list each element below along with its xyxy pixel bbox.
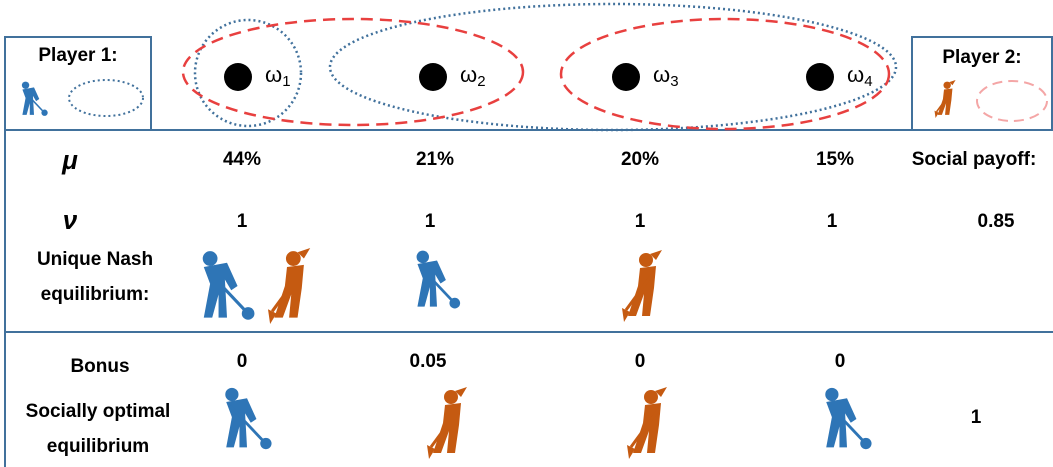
player-icon xyxy=(21,80,49,117)
prior: 21% xyxy=(416,149,454,170)
action-icon xyxy=(620,248,664,324)
state-index: 1 xyxy=(282,73,290,90)
state-dot xyxy=(224,63,252,91)
p2-partition xyxy=(181,17,525,127)
prior: 44% xyxy=(223,149,261,170)
value: 1 xyxy=(425,211,436,232)
player-label: Player 2: xyxy=(942,47,1021,68)
row-label: Socially optimal xyxy=(26,401,171,422)
prior: 15% xyxy=(816,149,854,170)
action-icon xyxy=(625,385,669,461)
bonus: 0 xyxy=(237,351,248,372)
state-index: 2 xyxy=(477,73,485,90)
row-label: equilibrium xyxy=(47,436,149,457)
bonus: 0 xyxy=(835,351,846,372)
row-label: Unique Nash xyxy=(37,249,153,270)
legend-partition xyxy=(68,79,144,117)
state-label: ω3 xyxy=(653,62,679,90)
row-label: μ xyxy=(61,145,78,175)
state-index: 4 xyxy=(864,73,872,90)
state-dot xyxy=(612,63,640,91)
bonus: 0 xyxy=(635,351,646,372)
state-label: ω4 xyxy=(847,62,873,90)
value: 1 xyxy=(827,211,838,232)
value: 1 xyxy=(635,211,646,232)
state-label: ω1 xyxy=(265,62,291,90)
p1-partition xyxy=(328,2,898,132)
state-label: ω2 xyxy=(460,62,486,90)
action-icon xyxy=(414,249,462,311)
state-dot xyxy=(419,63,447,91)
prior: 20% xyxy=(621,149,659,170)
player-label: Player 1: xyxy=(38,45,117,66)
state-dot xyxy=(806,63,834,91)
state-symbol: ω xyxy=(847,62,864,87)
state-symbol: ω xyxy=(265,62,282,87)
action-icon xyxy=(266,248,312,324)
state-symbol: ω xyxy=(653,62,670,87)
state-index: 3 xyxy=(670,73,678,90)
action-icon xyxy=(223,386,274,451)
legend-partition xyxy=(976,80,1048,122)
column-label: Social payoff: xyxy=(912,149,1037,170)
p2-partition xyxy=(559,17,891,131)
social-payoff: 1 xyxy=(971,407,982,428)
state-symbol: ω xyxy=(460,62,477,87)
row-label: equilibrium: xyxy=(41,284,150,305)
row-label: ν xyxy=(63,205,78,235)
action-icon xyxy=(201,249,257,322)
action-icon xyxy=(823,386,874,451)
bonus: 0.05 xyxy=(410,351,447,372)
player-icon xyxy=(933,80,957,118)
action-icon xyxy=(425,385,469,461)
social-payoff: 0.85 xyxy=(978,211,1015,232)
p1-partition xyxy=(193,18,303,128)
value: 1 xyxy=(237,211,248,232)
row-label: Bonus xyxy=(70,356,129,377)
